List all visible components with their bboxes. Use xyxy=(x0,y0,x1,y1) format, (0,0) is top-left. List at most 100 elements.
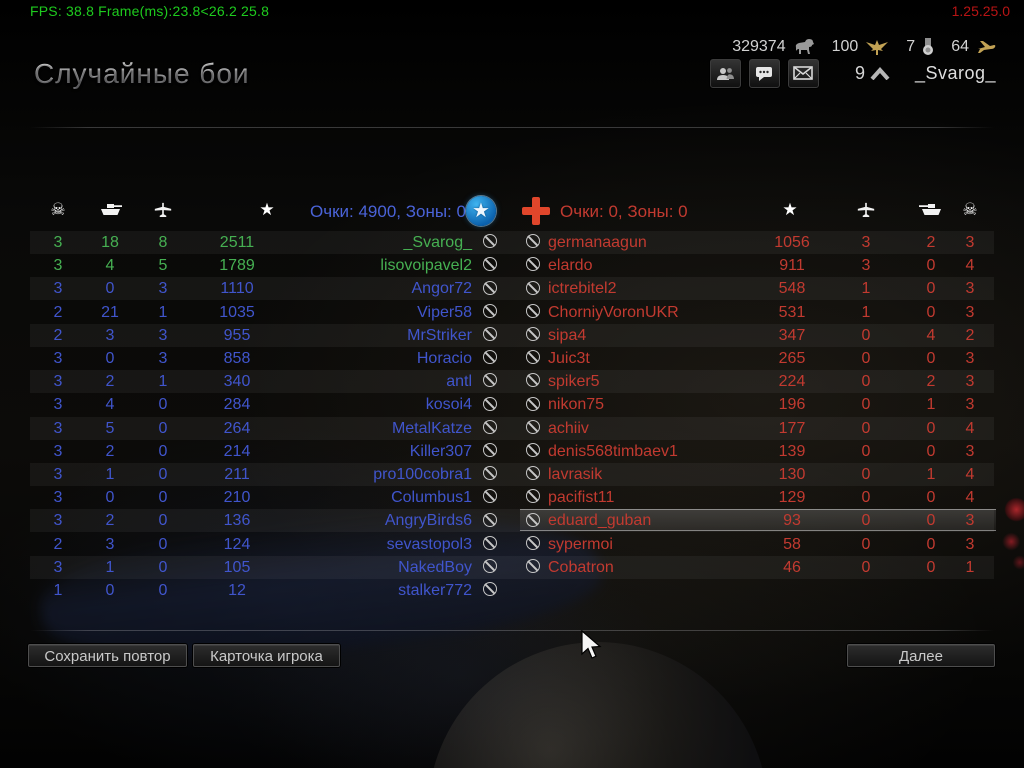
player-name[interactable]: nikon75 xyxy=(548,396,605,414)
player-name[interactable]: germanaagun xyxy=(548,234,647,251)
player-name[interactable]: Columbus1 xyxy=(391,489,472,507)
right-ban-icon[interactable] xyxy=(525,486,541,509)
team-left-row[interactable]: 2 21 1 1035 Viper58 xyxy=(30,301,994,324)
mail-button[interactable] xyxy=(787,58,819,88)
left-ban-icon[interactable] xyxy=(482,347,498,370)
left-ban-icon[interactable] xyxy=(482,556,498,579)
right-ban-icon[interactable] xyxy=(525,370,541,393)
team-left-row[interactable]: 3 0 3 858 Horacio xyxy=(30,347,994,370)
left-ban-icon[interactable] xyxy=(482,370,498,393)
player-name[interactable]: denis568timbaev1 xyxy=(548,442,678,460)
right-ban-icon[interactable] xyxy=(525,509,541,532)
right-ban-icon[interactable] xyxy=(525,393,541,416)
player-name[interactable]: eduard_guban xyxy=(548,512,652,530)
player-name[interactable]: Viper58 xyxy=(417,303,472,321)
left-ban-icon[interactable] xyxy=(482,579,498,602)
team-right-row[interactable]: sypermoi 58 0 0 3 xyxy=(30,533,994,556)
team-left-row[interactable]: 3 4 5 1789 lisovoipavel2 xyxy=(30,254,994,277)
right-ban-icon[interactable] xyxy=(525,254,541,277)
team-right-row[interactable]: Juic3t 265 0 0 3 xyxy=(30,347,994,370)
right-ban-icon[interactable] xyxy=(525,301,541,324)
left-ban-icon[interactable] xyxy=(482,509,498,532)
player-name[interactable]: spiker5 xyxy=(548,373,600,391)
team-right-row[interactable]: ChorniyVoronUKR 531 1 0 3 xyxy=(30,301,994,324)
team-left-row[interactable]: 3 1 0 105 NakedBoy xyxy=(30,556,994,579)
player-name[interactable]: Killer307 xyxy=(409,442,472,460)
left-ban-icon[interactable] xyxy=(482,254,498,277)
right-ban-icon[interactable] xyxy=(525,324,541,347)
left-ban-icon[interactable] xyxy=(482,393,498,416)
player-name[interactable]: stalker772 xyxy=(398,582,472,599)
team-right-row[interactable]: ictrebitel2 548 1 0 3 xyxy=(30,277,994,300)
player-name[interactable]: ictrebitel2 xyxy=(548,280,617,298)
player-name[interactable]: elardo xyxy=(548,257,593,275)
team-right-row[interactable]: achiiv 177 0 0 4 xyxy=(30,417,994,440)
team-left-row[interactable]: 3 1 0 211 pro100cobra1 xyxy=(30,463,994,486)
team-right-row[interactable]: spiker5 224 0 2 3 xyxy=(30,370,994,393)
team-right-row[interactable]: denis568timbaev1 139 0 0 3 xyxy=(30,440,994,463)
player-name[interactable]: Horacio xyxy=(416,350,472,367)
left-ban-icon[interactable] xyxy=(482,324,498,347)
player-card-button[interactable]: Карточка игрока xyxy=(193,644,340,667)
player-name[interactable]: lisovoipavel2 xyxy=(380,257,472,275)
player-name[interactable]: pacifist11 xyxy=(548,489,615,507)
right-ban-icon[interactable] xyxy=(525,463,541,486)
team-left-row[interactable]: 3 2 0 214 Killer307 xyxy=(30,440,994,463)
player-name[interactable]: AngryBirds6 xyxy=(384,512,472,530)
team-right-row[interactable]: Cobatron 46 0 0 1 xyxy=(30,556,994,579)
team-right-row[interactable]: germanaagun 1056 3 2 3 xyxy=(30,231,994,254)
player-name[interactable]: kosoi4 xyxy=(425,396,472,414)
team-right-row[interactable]: lavrasik 130 0 1 4 xyxy=(30,463,994,486)
player-name[interactable]: pro100cobra1 xyxy=(373,466,472,483)
team-right-row[interactable]: eduard_guban 93 0 0 3 xyxy=(30,509,996,532)
save-replay-button[interactable]: Сохранить повтор xyxy=(28,644,187,667)
team-right-row[interactable]: nikon75 196 0 1 3 xyxy=(30,393,994,416)
team-left-row[interactable]: 3 2 0 136 AngryBirds6 xyxy=(30,509,994,532)
chat-button[interactable] xyxy=(748,58,780,88)
left-ban-icon[interactable] xyxy=(482,463,498,486)
next-button[interactable]: Далее xyxy=(847,644,995,667)
player-name[interactable]: lavrasik xyxy=(548,466,603,483)
left-ban-icon[interactable] xyxy=(482,301,498,324)
right-ban-icon[interactable] xyxy=(525,277,541,300)
team-right-row[interactable]: sipa4 347 0 4 2 xyxy=(30,324,994,347)
left-ban-icon[interactable] xyxy=(482,533,498,556)
right-ban-icon[interactable] xyxy=(525,533,541,556)
player-name[interactable]: sevastopol3 xyxy=(386,535,472,553)
contacts-button[interactable] xyxy=(709,58,741,88)
team-left-row[interactable]: 2 3 0 124 sevastopol3 xyxy=(30,533,994,556)
team-right-row[interactable]: elardo 911 3 0 4 xyxy=(30,254,994,277)
team-left-row[interactable]: 3 0 3 1110 Angor72 xyxy=(30,277,994,300)
team-left-row[interactable]: 3 18 8 2511 _Svarog_ xyxy=(30,231,994,254)
player-name[interactable]: antl xyxy=(446,373,472,391)
right-ban-icon[interactable] xyxy=(525,231,541,254)
player-name[interactable]: MetalKatze xyxy=(391,419,472,437)
player-name[interactable]: MrStriker xyxy=(407,326,472,344)
team-left-row[interactable]: 3 2 1 340 antl xyxy=(30,370,994,393)
team-right-row[interactable]: pacifist11 129 0 0 4 xyxy=(30,486,994,509)
player-name[interactable]: sypermoi xyxy=(548,535,613,553)
team-left-row[interactable]: 2 3 3 955 MrStriker xyxy=(30,324,994,347)
left-ban-icon[interactable] xyxy=(482,231,498,254)
player-name[interactable]: Cobatron xyxy=(548,558,614,576)
team-left-row[interactable]: 3 5 0 264 MetalKatze xyxy=(30,417,994,440)
player-name[interactable]: achiiv xyxy=(548,419,589,437)
player-name[interactable]: Angor72 xyxy=(411,280,473,298)
team-left-row[interactable]: 3 0 0 210 Columbus1 xyxy=(30,486,994,509)
player-name[interactable]: Juic3t xyxy=(548,350,590,367)
team-left-row[interactable]: 3 4 0 284 kosoi4 xyxy=(30,393,994,416)
left-ban-icon[interactable] xyxy=(482,417,498,440)
player-name[interactable]: sipa4 xyxy=(548,326,587,344)
player-name[interactable]: NakedBoy xyxy=(398,558,472,576)
left-ban-icon[interactable] xyxy=(482,440,498,463)
right-ban-icon[interactable] xyxy=(525,347,541,370)
left-ban-icon[interactable] xyxy=(482,486,498,509)
player-level-group[interactable]: 9 xyxy=(855,63,890,84)
player-name[interactable]: ChorniyVoronUKR xyxy=(548,303,679,321)
right-ban-icon[interactable] xyxy=(525,440,541,463)
player-name[interactable]: _Svarog_ xyxy=(403,234,473,251)
right-ban-icon[interactable] xyxy=(525,556,541,579)
team-left-row[interactable]: 1 0 0 12 stalker772 xyxy=(30,579,994,602)
right-ban-icon[interactable] xyxy=(525,417,541,440)
left-ban-icon[interactable] xyxy=(482,277,498,300)
